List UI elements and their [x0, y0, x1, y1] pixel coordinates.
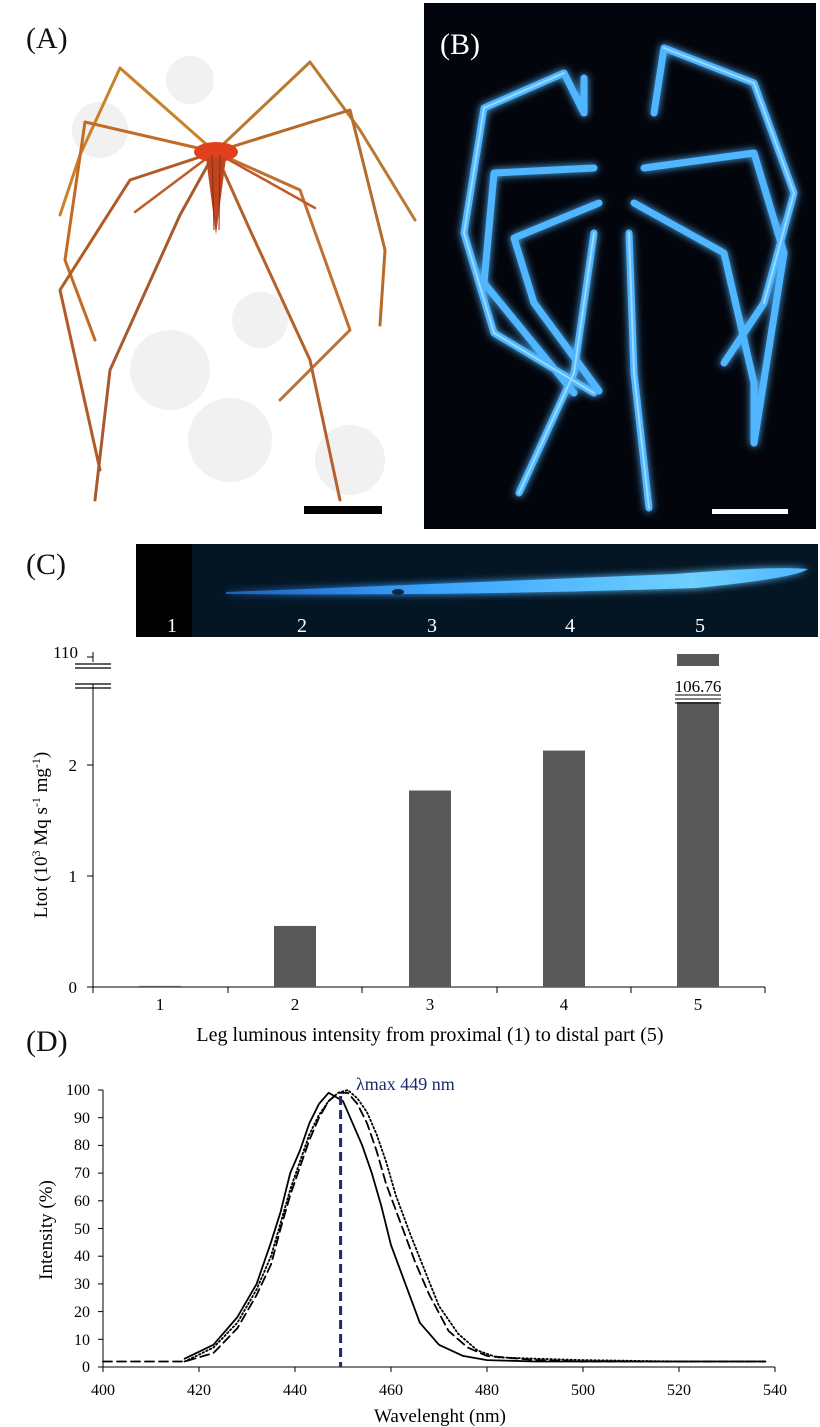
strip-label: 5	[695, 615, 705, 637]
spectrum-series-solid	[183, 1091, 767, 1363]
peak-annotation: λmax 449 nm	[356, 1074, 455, 1094]
bar-ytick: 0	[69, 978, 78, 997]
bar-chart: 1 2 3 4 5 0 1 2 110 106.76 Leg luminous …	[29, 643, 766, 1046]
spectrum-ytick: 90	[74, 1110, 90, 1127]
bar-ytick: 2	[69, 756, 78, 775]
panel-b-label: (B)	[440, 28, 480, 61]
bar-ytick: 1	[69, 867, 78, 886]
bar	[677, 702, 719, 987]
bioluminescence-photo	[424, 3, 816, 529]
spider-body	[194, 142, 238, 162]
bar-x-axis-label: Leg luminous intensity from proximal (1)…	[196, 1024, 663, 1046]
spectrum-xtick: 480	[475, 1382, 499, 1399]
bar-chart-bars	[139, 654, 721, 987]
spectrum-ytick: 20	[74, 1304, 90, 1321]
bar	[543, 750, 585, 987]
spectrum-xtick: 400	[91, 1382, 115, 1399]
panel-a-label: (A)	[26, 22, 68, 55]
spectrum-xtick: 420	[187, 1382, 211, 1399]
panel-d-label: (D)	[26, 1025, 68, 1058]
spectrum-y-axis-label: Intensity (%)	[36, 1180, 57, 1280]
bar	[274, 925, 316, 987]
spectrum-xtick: 500	[571, 1382, 595, 1399]
spider-legs	[58, 60, 417, 502]
leg-strip-photo: 1 2 3 4 5	[136, 544, 818, 637]
spectrum-axes	[98, 1089, 776, 1372]
strip-label: 2	[297, 615, 307, 637]
spider-proboscis	[206, 158, 226, 235]
scale-bar-b	[712, 509, 788, 514]
strip-label: 4	[565, 615, 575, 637]
bar-break-gap	[677, 666, 719, 694]
strip-label: 1	[167, 615, 177, 637]
spectrum-ytick: 10	[74, 1332, 90, 1349]
strip-segment-labels: 1 2 3 4 5	[167, 615, 705, 637]
spectrum-xtick: 540	[763, 1382, 787, 1399]
spectrum-series-dashed	[102, 1091, 767, 1363]
spectrum-ytick: 30	[74, 1276, 90, 1293]
spectrum-series-dotted	[183, 1089, 767, 1363]
bar-top-segment	[677, 654, 719, 666]
spectrum-x-axis-label: Wavelenght (nm)	[374, 1406, 506, 1427]
bar	[409, 790, 451, 987]
spectrum-ytick: 0	[82, 1359, 90, 1376]
bar-data-label: 106.76	[675, 677, 722, 696]
spectrum-xtick: 440	[283, 1382, 307, 1399]
bar	[139, 985, 181, 987]
glowing-leg	[226, 568, 808, 595]
spectrum-ytick: 100	[66, 1082, 90, 1099]
spectrum-ytick: 70	[74, 1165, 90, 1182]
spectrum-xticks: 400 420 440 460 480 500 520 540	[91, 1382, 787, 1399]
spectrum-ytick: 80	[74, 1137, 90, 1154]
bar-ytick-break: 110	[53, 643, 78, 662]
spectrum-ytick: 60	[74, 1193, 90, 1210]
spectrum-ytick: 50	[74, 1221, 90, 1238]
strip-label: 3	[427, 615, 437, 637]
emission-spectrum-chart: λmax 449 nm 400 420 440 460 480 500 520 …	[36, 1074, 787, 1427]
spectrum-xtick: 520	[667, 1382, 691, 1399]
spectrum-series	[102, 1089, 767, 1367]
scale-bar-a	[304, 506, 382, 514]
bar-xtick: 1	[156, 995, 165, 1014]
spectrum-ytick: 40	[74, 1248, 90, 1265]
bar-xtick: 3	[426, 995, 435, 1014]
spectrum-yticks: 0 10 20 30 40 50 60 70 80 90 100	[66, 1082, 90, 1376]
bar-y-axis-label: Ltot (103 Mq s-1 mg-1)	[29, 752, 52, 918]
bar-xtick: 5	[694, 995, 703, 1014]
panel-c-label: (C)	[26, 548, 66, 581]
bar-xtick: 2	[291, 995, 300, 1014]
bar-xtick: 4	[560, 995, 569, 1014]
spectrum-xtick: 460	[379, 1382, 403, 1399]
sea-spider-photo	[58, 56, 417, 514]
